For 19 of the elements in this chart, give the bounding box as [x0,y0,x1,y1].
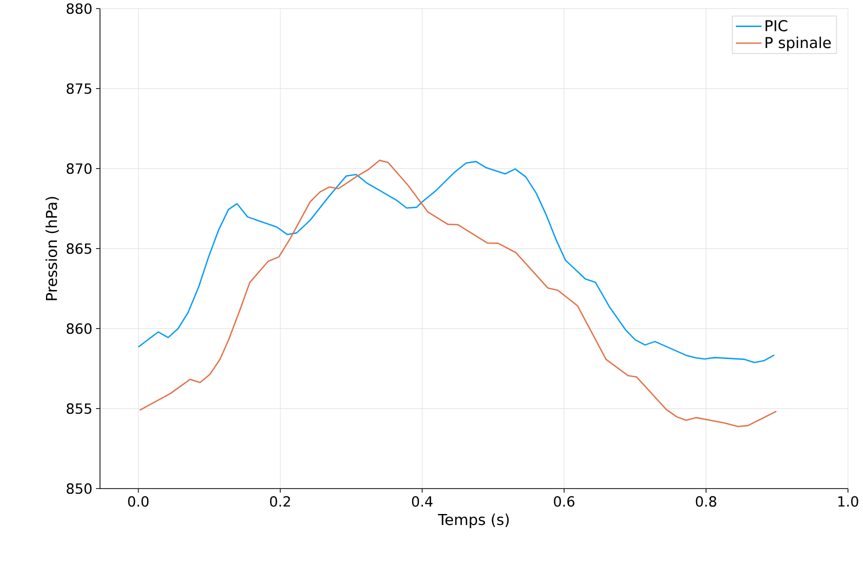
legend-label: P spinale [766,36,831,52]
line-series [138,161,775,364]
x-tick-label: 0.6 [554,496,574,507]
x-axis-title: Temps (s) [438,514,509,528]
y-tick-label: 865 [66,244,92,254]
x-tick-label: 0.2 [270,496,290,507]
y-axis-title: Pression (hPa) [46,197,59,300]
line-series [139,160,777,428]
y-tick-label: 875 [66,84,92,94]
x-tick-label: 0.0 [128,496,149,507]
y-tick-label: 880 [66,4,92,14]
legend-label: PIC [766,20,788,32]
x-tick-label: 0.4 [412,496,433,507]
y-tick-label: 850 [66,483,92,494]
y-tick-label: 870 [66,164,92,174]
y-tick-label: 855 [66,403,92,414]
x-tick-label: 0.8 [696,496,716,507]
x-tick-label: 1.0 [838,496,858,507]
y-tick-label: 860 [66,324,92,334]
